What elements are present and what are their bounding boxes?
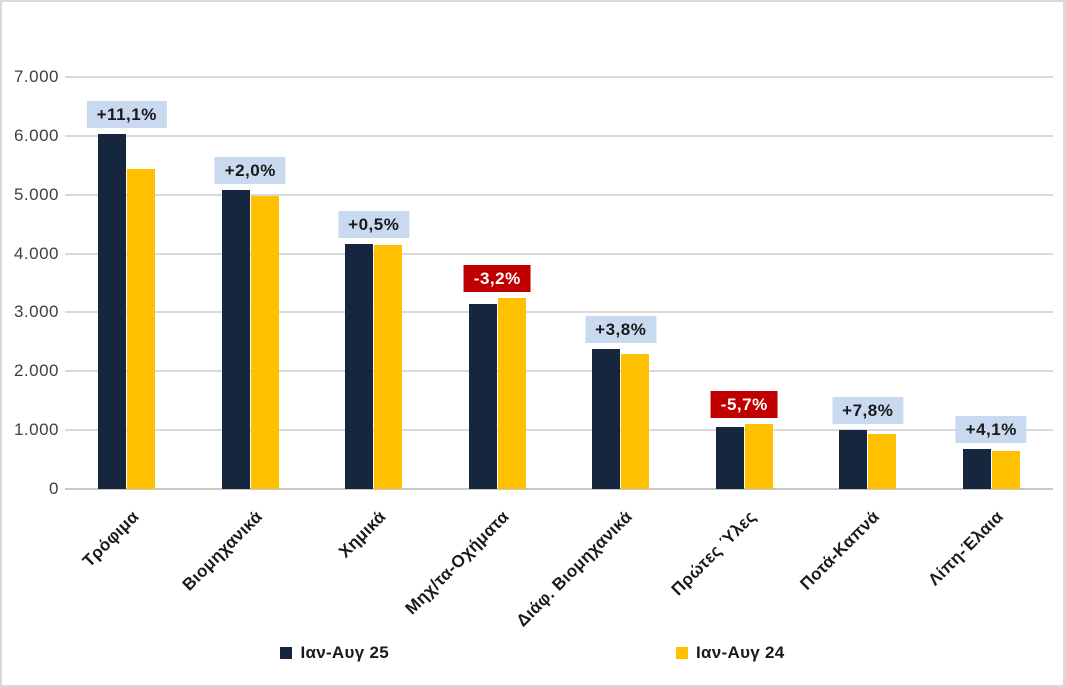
y-axis-tick-label: 5.000 — [13, 184, 59, 204]
bar-jan-aug-24 — [374, 245, 403, 489]
bar-jan-aug-24 — [744, 423, 773, 489]
legend-item-jan-aug-24: Ιαν-Αυγ 24 — [676, 643, 785, 663]
bar-jan-aug-25 — [98, 134, 127, 489]
change-label: -3,2% — [463, 265, 531, 292]
axis-baseline — [65, 488, 1053, 490]
legend-label: Ιαν-Αυγ 24 — [696, 643, 785, 662]
bar-jan-aug-25 — [592, 348, 621, 489]
bar-jan-aug-25 — [715, 427, 744, 489]
y-axis-tick-label: 4.000 — [13, 243, 59, 263]
change-label: +3,8% — [585, 315, 657, 343]
bar-jan-aug-25 — [468, 304, 497, 489]
gridline — [65, 76, 1053, 78]
category-label: Τρόφιμα — [78, 507, 143, 571]
gridline — [65, 252, 1053, 255]
y-axis-tick-label: 1.000 — [13, 420, 59, 440]
bar-jan-aug-24 — [250, 195, 279, 489]
gridline — [65, 193, 1053, 196]
legend-swatch-icon — [676, 647, 688, 659]
gridline — [65, 370, 1053, 373]
bar-jan-aug-24 — [497, 298, 526, 489]
category-label: Βιομηχανικά — [178, 507, 266, 595]
gridline — [65, 429, 1053, 432]
legend-label: Ιαν-Αυγ 25 — [300, 643, 389, 662]
gridline — [65, 311, 1053, 314]
y-axis-tick-label: 6.000 — [13, 125, 59, 145]
category-label: Λίπη-Έλαια — [924, 507, 1007, 590]
change-label: +7,8% — [832, 396, 904, 424]
category-label: Πρώτες Ύλες — [667, 507, 760, 600]
y-axis-tick-label: 3.000 — [13, 302, 59, 322]
category-label: Μηχ/τα-Οχήματα — [401, 507, 513, 619]
category-label: Ποτά-Καπνά — [796, 507, 884, 594]
legend: Ιαν-Αυγ 25 Ιαν-Αυγ 24 — [2, 643, 1063, 663]
change-label: +11,1% — [86, 101, 167, 129]
bar-jan-aug-25 — [221, 190, 250, 489]
change-label: -5,7% — [710, 390, 778, 418]
y-axis-tick-label: 7.000 — [13, 67, 59, 86]
bar-jan-aug-25 — [962, 449, 991, 489]
bar-jan-aug-25 — [839, 429, 868, 489]
change-label: +0,5% — [338, 211, 410, 239]
category-label: Διάφ. Βιομηχανικά — [512, 507, 637, 631]
y-axis-tick-label: 2.000 — [13, 361, 59, 381]
legend-swatch-icon — [280, 647, 293, 659]
change-label: +4,1% — [955, 416, 1027, 444]
bar-jan-aug-24 — [868, 433, 897, 489]
legend-item-jan-aug-25: Ιαν-Αυγ 25 — [280, 643, 389, 663]
category-label: Χημικά — [334, 507, 390, 562]
bar-jan-aug-25 — [345, 244, 374, 489]
bar-jan-aug-24 — [621, 354, 650, 489]
bar-jan-aug-24 — [991, 450, 1020, 489]
y-axis-tick-label: 0 — [49, 479, 59, 498]
bar-jan-aug-24 — [127, 169, 156, 489]
change-label: +2,0% — [214, 157, 286, 184]
gridline — [65, 134, 1053, 137]
